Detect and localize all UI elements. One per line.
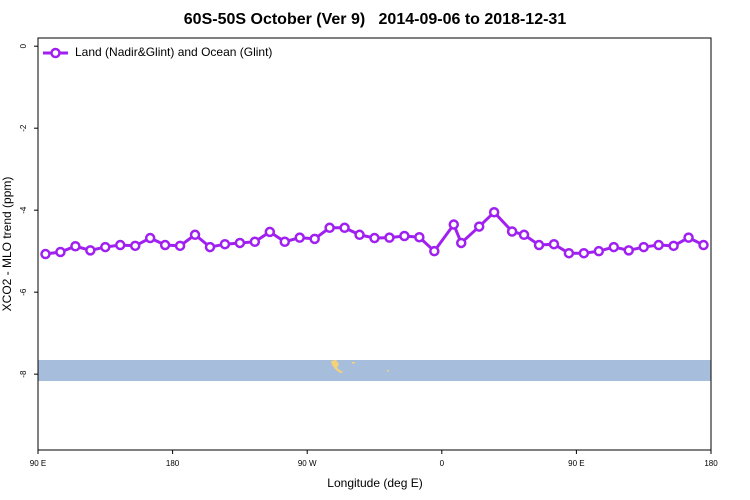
plot-frame [37,37,712,451]
point [129,240,141,252]
point [683,232,694,243]
point [115,239,126,251]
point [638,241,649,253]
point [414,231,425,243]
x-tick-label: 90 W [298,459,317,468]
point [264,226,276,238]
legend-label: Land (Nadir&Glint) and Ocean (Glint) [75,45,272,59]
point [563,247,575,259]
point [506,226,518,237]
point [518,229,530,241]
point [85,245,96,256]
point [55,246,66,258]
x-tick-label: 180 [704,459,718,468]
point [294,232,305,243]
point [399,230,410,242]
y-tick-label: -2 [19,124,28,132]
x-tick-label: 90 E [30,459,46,468]
y-tick-label: 0 [19,43,28,48]
point [100,241,111,253]
point [219,238,231,250]
chart-title: 60S-50S October (Ver 9) 2014-09-06 to 20… [184,11,567,28]
land [331,360,344,373]
point [384,232,395,243]
point [473,221,485,232]
point [623,245,634,256]
point [668,240,679,252]
point [339,222,350,234]
y-tick-label: -8 [19,370,28,378]
point [593,245,605,257]
point [144,232,156,244]
point [653,239,664,251]
point [608,241,620,253]
point [234,237,246,249]
land [352,362,355,364]
x-tick-label: 180 [166,459,180,468]
point [279,236,291,247]
point [204,241,216,253]
point [698,239,709,251]
ocean-band [38,360,711,381]
x-axis-label: Longitude (deg E) [327,476,422,490]
point [548,238,560,250]
y-tick-label: -6 [19,288,28,296]
point [455,237,467,249]
x-tick-label: 0 [440,459,445,468]
map-strip [38,360,711,381]
point [448,219,460,230]
point [189,229,201,241]
point [533,239,545,251]
point [70,241,81,252]
x-tick-label: 90 E [568,459,584,468]
point [249,236,261,247]
point [40,248,51,260]
point [159,239,171,251]
legend-marker [50,47,61,59]
point [429,245,440,257]
land [387,370,389,372]
y-tick-label: -4 [19,206,28,214]
y-axis-label: XCO2 - MLO trend (ppm) [0,177,14,312]
point [309,233,320,245]
point [578,247,590,259]
point [324,222,335,234]
point [488,206,500,218]
point [369,232,380,244]
point [354,229,365,241]
point [174,240,186,252]
